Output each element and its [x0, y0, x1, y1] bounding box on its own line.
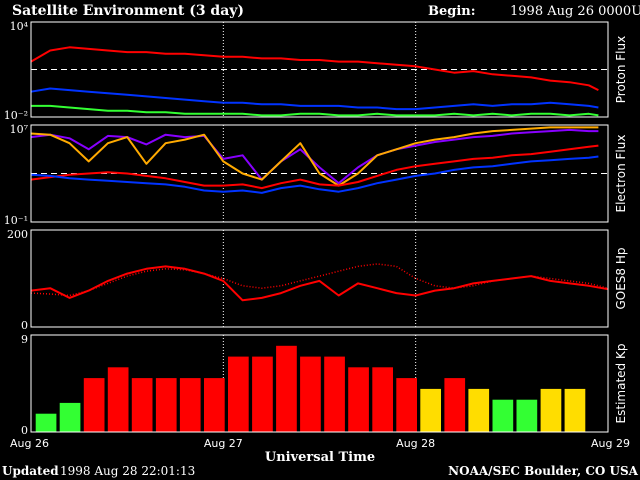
chart-title: Satellite Environment (3 day): [12, 3, 244, 19]
x-tick-label: Aug 26: [10, 437, 49, 450]
electron-frame: [30, 124, 609, 223]
kp-bar: [348, 367, 369, 432]
kp-ytick-bottom: 0: [21, 424, 28, 437]
proton-ytick-top: 10⁴: [10, 20, 29, 33]
kp-bar: [228, 356, 249, 432]
panel-kp: 9 0 Estimated Kp: [21, 333, 628, 437]
kp-bar: [300, 356, 321, 432]
electron-series-blue: [30, 155, 599, 194]
kp-bar: [492, 399, 514, 432]
goes8_hp-ytick-top: 200: [7, 228, 28, 241]
kp-frame: [30, 334, 609, 433]
x-tick-label: Aug 27: [204, 437, 243, 450]
kp-bar: [564, 388, 586, 432]
x-tick-label: Aug 28: [396, 437, 435, 450]
kp-bar: [204, 378, 225, 432]
electron-ytick-top: 10⁷: [10, 123, 29, 136]
panels: 10⁴ 10⁻² Proton Flux 10⁷ 10⁻¹ Electron Flux 20…: [4, 20, 628, 437]
electron-series-orange: [30, 126, 599, 187]
kp-bar: [179, 378, 201, 432]
kp-bar: [468, 388, 490, 432]
kp-bar: [35, 413, 57, 432]
updated-value: 1998 Aug 28 22:01:13: [60, 464, 195, 478]
kp-bar: [396, 378, 417, 432]
proton-series-red: [30, 46, 599, 91]
electron-ytick-bottom: 10⁻¹: [4, 214, 28, 227]
updated-label: Updated: [2, 464, 59, 478]
kp-bar: [516, 399, 538, 432]
goes8_hp-ytick-bottom: 0: [21, 319, 28, 332]
kp-bar: [107, 367, 129, 432]
kp-ylabel: Estimated Kp: [614, 344, 628, 424]
proton-frame: [30, 21, 609, 118]
proton-series-green: [31, 104, 599, 117]
goes8_hp-series-red-dotted: [30, 263, 609, 297]
kp-bar: [252, 356, 273, 432]
kp-bar: [59, 402, 81, 432]
proton-ytick-bottom: 10⁻²: [4, 109, 28, 122]
kp-bar: [276, 345, 297, 432]
kp-bar: [444, 378, 466, 432]
goes8_hp-ylabel: GOES8 Hp: [614, 247, 628, 309]
electron-ylabel: Electron Flux: [614, 135, 628, 213]
electron-series-red: [30, 144, 599, 190]
panel-electron: 10⁷ 10⁻¹ Electron Flux: [4, 123, 628, 227]
x-axis-ticks: Aug 26 Aug 27 Aug 28 Aug 29: [10, 437, 630, 450]
begin-value: 1998 Aug 26 0000UT: [510, 4, 640, 19]
credit-text: NOAA/SEC Boulder, CO USA: [448, 464, 639, 478]
proton-ylabel: Proton Flux: [614, 36, 628, 103]
panel-goes8_hp: 200 0 GOES8 Hp: [7, 228, 628, 332]
kp-bar: [155, 378, 177, 432]
panel-proton: 10⁴ 10⁻² Proton Flux: [4, 20, 628, 122]
kp-bar: [540, 388, 562, 432]
goes8_hp-series-red-solid: [30, 265, 609, 302]
begin-label: Begin:: [428, 4, 476, 19]
goes8_hp-frame: [30, 229, 609, 328]
kp-bar: [83, 378, 105, 432]
proton-series-blue: [30, 87, 599, 111]
kp-bar: [420, 388, 441, 432]
kp-ytick-top: 9: [21, 333, 28, 346]
x-tick-label: Aug 29: [591, 437, 630, 450]
kp-bar: [324, 356, 345, 432]
kp-bar: [131, 378, 153, 432]
kp-bar: [372, 367, 393, 432]
x-axis-label: Universal Time: [265, 450, 375, 465]
